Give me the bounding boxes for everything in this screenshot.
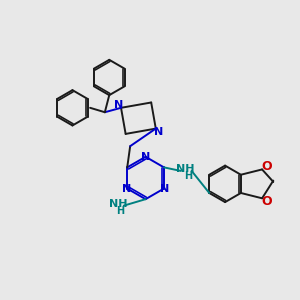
Text: N: N — [160, 184, 170, 194]
Text: N: N — [114, 100, 123, 110]
Text: O: O — [261, 195, 272, 208]
Text: N: N — [122, 184, 131, 194]
Text: N: N — [141, 152, 150, 162]
Text: H: H — [116, 206, 124, 216]
Text: N: N — [154, 127, 163, 136]
Text: NH: NH — [176, 164, 194, 174]
Text: O: O — [261, 160, 272, 173]
Text: H: H — [184, 171, 192, 181]
Text: NH: NH — [109, 199, 128, 208]
